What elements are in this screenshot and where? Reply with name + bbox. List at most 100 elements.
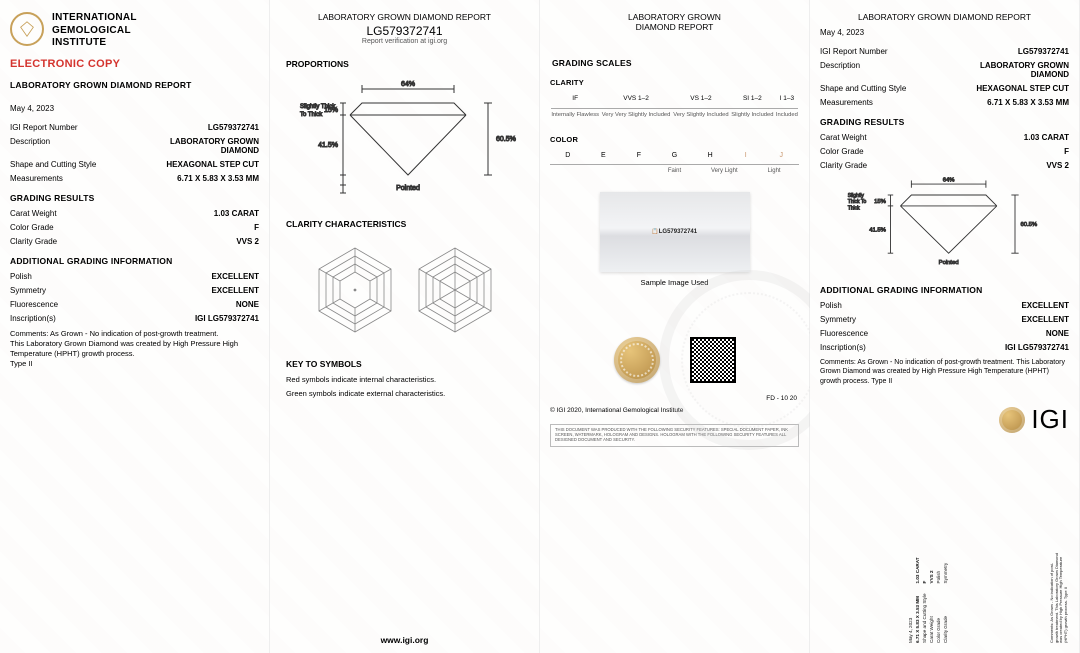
copyright: © IGI 2020, International Gemological In…	[550, 407, 683, 414]
verify-text: Report verification at igi.org	[280, 38, 529, 45]
label: Color Grade	[10, 223, 54, 232]
panel2-header: LABORATORY GROWN DIAMOND REPORT LG579372…	[280, 12, 529, 45]
value: NONE	[236, 300, 259, 309]
row-fluorescence: FluorescenceNONE	[820, 329, 1069, 338]
svg-text:To Thick: To Thick	[300, 112, 323, 118]
value: LG579372741	[208, 123, 259, 132]
svg-text:15%: 15%	[874, 199, 887, 205]
panel-left: INTERNATIONAL GEMOLOGICAL INSTITUTE ELEC…	[0, 0, 270, 653]
pavilion-pct: 41.5%	[318, 142, 338, 149]
svg-text:Thick To: Thick To	[847, 199, 866, 205]
color-letters: DEFGHIJ	[550, 150, 799, 161]
svg-text:Pointed: Pointed	[938, 260, 958, 266]
panel-proportions: LABORATORY GROWN DIAMOND REPORT LG579372…	[270, 0, 540, 653]
depth-pct: 60.5%	[496, 136, 516, 143]
row-fluorescence: Fluorescence NONE	[10, 300, 259, 309]
panel-summary: LABORATORY GROWN DIAMOND REPORT May 4, 2…	[810, 0, 1080, 653]
value: 1.03 CARAT	[214, 209, 259, 218]
report-title: LABORATORY GROWN DIAMOND REPORT	[10, 80, 259, 90]
institute-line3: INSTITUTE	[52, 37, 137, 50]
row-measurements: Measurements 6.71 X 5.83 X 3.53 MM	[10, 174, 259, 183]
igi-seal-icon	[10, 12, 44, 46]
table-pct: 64%	[400, 81, 414, 88]
panel3-header: LABORATORY GROWN DIAMOND REPORT	[550, 12, 799, 32]
institute-line2: GEMOLOGICAL	[52, 25, 137, 38]
row-carat: Carat Weight1.03 CARAT	[820, 133, 1069, 142]
row-shape: Shape and Cutting Style HEXAGONAL STEP C…	[10, 160, 259, 169]
row-polish: Polish EXCELLENT	[10, 272, 259, 281]
row-symmetry: Symmetry EXCELLENT	[10, 286, 259, 295]
row-color: Color GradeF	[820, 147, 1069, 156]
row-inscription: Inscription(s) IGI LG579372741	[10, 314, 259, 323]
row-inscription: Inscription(s)IGI LG579372741	[820, 343, 1069, 352]
row-description: Description LABORATORY GROWN DIAMOND	[10, 137, 259, 155]
label: Symmetry	[10, 286, 46, 295]
color-scale-title: COLOR	[550, 135, 799, 144]
panel4-header: LABORATORY GROWN DIAMOND REPORT	[820, 12, 1069, 22]
igi-text: IGI	[1031, 404, 1069, 435]
title: LABORATORY GROWN DIAMOND REPORT	[280, 12, 529, 22]
sample-caption: Sample Image Used	[550, 278, 799, 287]
row-color: Color Grade F	[10, 223, 259, 232]
report-number: LG579372741	[280, 24, 529, 38]
label: Inscription(s)	[10, 314, 56, 323]
rotated-summary: May 4, 2023 6.71 X 5.83 X 3.53 MM Shape …	[820, 553, 1069, 643]
grading-results-title: GRADING RESULTS	[820, 117, 1069, 127]
svg-text:41.5%: 41.5%	[869, 227, 886, 233]
value: F	[254, 223, 259, 232]
row-clarity: Clarity GradeVVS 2	[820, 161, 1069, 170]
report-date: May 4, 2023	[10, 104, 259, 113]
clarity-headers: IFVVS 1–2VS 1–2SI 1–2I 1–3	[550, 93, 799, 104]
svg-text:60.5%: 60.5%	[1020, 222, 1037, 228]
value: VVS 2	[236, 237, 259, 246]
report-date: May 4, 2023	[820, 28, 1069, 37]
institute-line1: INTERNATIONAL	[52, 12, 137, 25]
additional-title: ADDITIONAL GRADING INFORMATION	[10, 256, 259, 266]
row-clarity: Clarity Grade VVS 2	[10, 237, 259, 246]
seal-qr-row	[550, 337, 799, 383]
sample-image: 📋 LG579372741	[600, 192, 750, 272]
proportions-diagram-small: 64% 15% 41.5% 60.5% Slightly Thick To Th…	[820, 175, 1069, 275]
label: Carat Weight	[10, 209, 57, 218]
value: HEXAGONAL STEP CUT	[166, 160, 259, 169]
title-l2: DIAMOND REPORT	[550, 22, 799, 32]
label: IGI Report Number	[10, 123, 78, 132]
additional-title: ADDITIONAL GRADING INFORMATION	[820, 285, 1069, 295]
comments: Comments: As Grown - No indication of po…	[820, 358, 1069, 386]
gold-seal-icon	[614, 337, 660, 383]
clarity-char-title: CLARITY CHARACTERISTICS	[286, 219, 529, 229]
clarity-scale-title: CLARITY	[550, 78, 799, 87]
row-carat: Carat Weight 1.03 CARAT	[10, 209, 259, 218]
clarity-hexagons	[280, 235, 529, 345]
value: LABORATORY GROWN DIAMOND	[139, 137, 259, 155]
culet: Pointed	[396, 185, 420, 192]
value: EXCELLENT	[211, 286, 259, 295]
electronic-copy-label: ELECTRONIC COPY	[10, 58, 259, 70]
proportions-diagram: 64% 15% 41.5% 60.5% Slightly Thick To Th…	[280, 75, 529, 205]
key-line2: Green symbols indicate external characte…	[286, 389, 529, 399]
value: 6.71 X 5.83 X 3.53 MM	[177, 174, 259, 183]
label: Measurements	[10, 174, 63, 183]
institute-name: INTERNATIONAL GEMOLOGICAL INSTITUTE	[52, 12, 137, 50]
value: IGI LG579372741	[195, 314, 259, 323]
row-description: DescriptionLABORATORY GROWN DIAMOND	[820, 61, 1069, 79]
clarity-descs: Internally FlawlessVery Very Slightly In…	[550, 111, 799, 119]
fd-code: FD - 10 20	[766, 395, 797, 402]
color-ranges: FaintVery LightLight	[550, 168, 799, 174]
row-report-number: IGI Report NumberLG579372741	[820, 47, 1069, 56]
title-l1: LABORATORY GROWN	[550, 12, 799, 22]
grading-results-title: GRADING RESULTS	[10, 193, 259, 203]
grading-scales-title: GRADING SCALES	[552, 58, 799, 68]
label: Shape and Cutting Style	[10, 160, 96, 169]
svg-text:Slightly Thick: Slightly Thick	[300, 104, 336, 110]
sample-inscription: LG579372741	[659, 229, 697, 235]
svg-text:64%: 64%	[942, 177, 955, 183]
value: EXCELLENT	[211, 272, 259, 281]
footer-url: www.igi.org	[270, 635, 539, 645]
row-shape: Shape and Cutting StyleHEXAGONAL STEP CU…	[820, 84, 1069, 93]
panel-grading-scales: LABORATORY GROWN DIAMOND REPORT GRADING …	[540, 0, 810, 653]
svg-text:Slightly: Slightly	[847, 193, 864, 199]
comments: Comments: As Grown - No indication of po…	[10, 329, 259, 370]
key-title: KEY TO SYMBOLS	[286, 359, 529, 369]
label: Polish	[10, 272, 32, 281]
